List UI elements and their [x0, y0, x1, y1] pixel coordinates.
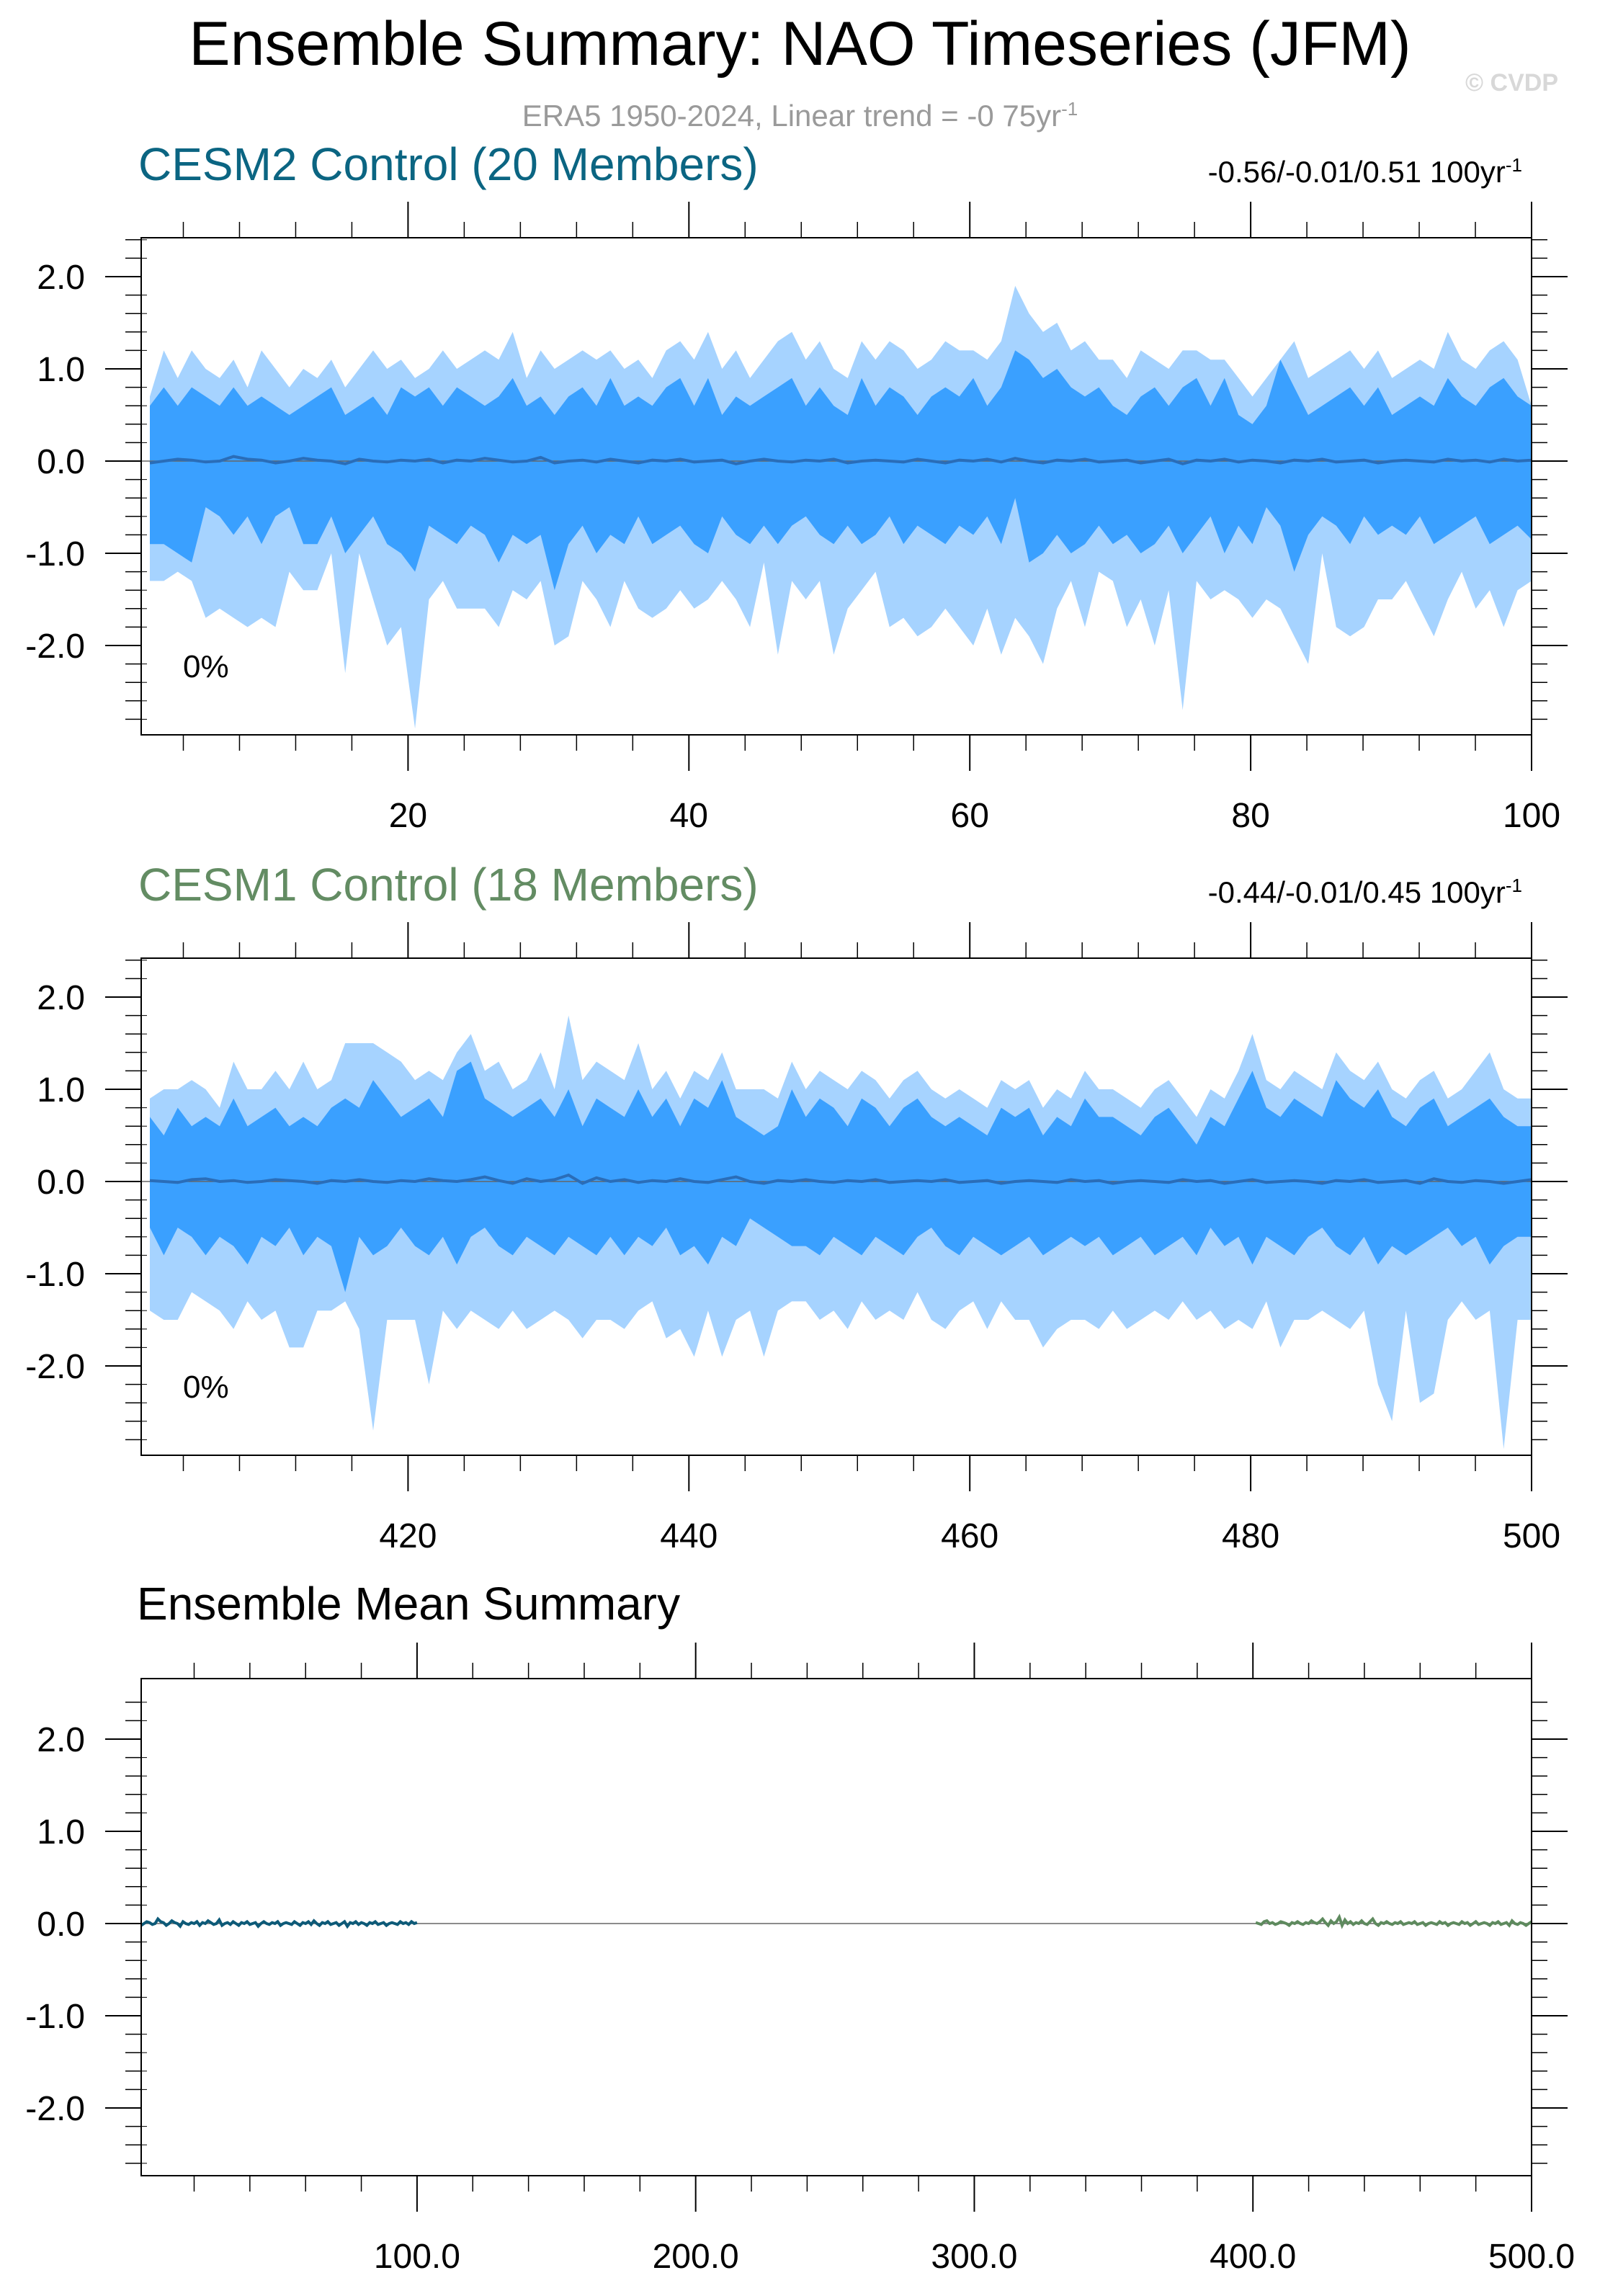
panel-2-ytick-label: 2.0 — [37, 1721, 85, 1759]
panel-1-ytick-label: -1.0 — [25, 1256, 85, 1294]
panel-0-ytick-label: 1.0 — [37, 351, 85, 389]
subtitle-text: ERA5 1950-2024, Linear trend = -0 75yr — [522, 99, 1062, 133]
main-title: Ensemble Summary: NAO Timeseries (JFM) — [189, 9, 1411, 79]
panel-2-xtick-label: 500.0 — [1488, 2238, 1575, 2276]
panel-1-xtick-label: 460 — [941, 1517, 998, 1555]
panel-0-ytick-label: 0.0 — [37, 443, 85, 481]
panel-2-ytick-label: 1.0 — [37, 1813, 85, 1851]
panel-2-xtick-label: 300.0 — [931, 2238, 1017, 2276]
cvdp-watermark: © CVDP — [1465, 69, 1558, 97]
panel-cesm2-stats: -0.56/-0.01/0.51 100yr-1 — [1208, 156, 1522, 187]
panel-2-frame — [140, 1678, 1532, 2176]
panel-1-xtick-label: 480 — [1222, 1517, 1279, 1555]
panel-2-ytick-label: -2.0 — [25, 2090, 85, 2128]
panel-1-ensemble-mean-line — [149, 1173, 1532, 1185]
panel-0-xtick-label: 60 — [951, 797, 989, 835]
panel-1-ytick-label: 0.0 — [37, 1163, 85, 1202]
panel-1-ytick-label: 1.0 — [37, 1071, 85, 1109]
subtitle-superscript: -1 — [1061, 98, 1078, 120]
panel-ensemble-mean-title: Ensemble Mean Summary — [137, 1578, 681, 1630]
panel-0-xtick-label: 80 — [1231, 797, 1269, 835]
panel-2-ytick-label: -1.0 — [25, 1998, 85, 2036]
panel-0-interquartile-band — [150, 350, 1532, 591]
panel-1-xtick-label: 420 — [379, 1517, 437, 1555]
panel-2-xtick-label: 200.0 — [653, 2238, 739, 2276]
panel-0-ytick-label: -1.0 — [25, 535, 85, 573]
panel-1-xtick-label: 440 — [660, 1517, 718, 1555]
panel-2-xtick-label: 400.0 — [1210, 2238, 1296, 2276]
panel-2-xtick-label: 100.0 — [374, 2238, 460, 2276]
panel-1-percent-label: 0% — [183, 1370, 229, 1405]
panel-1-frame — [140, 957, 1532, 1456]
panel-cesm1-stats: -0.44/-0.01/0.45 100yr-1 — [1208, 876, 1522, 908]
panel-cesm1-title: CESM1 Control (18 Members) — [138, 859, 759, 911]
panel-0-ytick-label: 2.0 — [37, 259, 85, 297]
panel-0-ytick-label: -2.0 — [25, 627, 85, 666]
subtitle: ERA5 1950-2024, Linear trend = -0 75yr-1 — [0, 99, 1600, 131]
panel-cesm2-stats-text: -0.56/-0.01/0.51 100yr — [1207, 155, 1506, 189]
panel-cesm1-stats-text: -0.44/-0.01/0.45 100yr — [1207, 875, 1506, 909]
panel-0-ensemble-mean-line — [149, 455, 1532, 465]
panel-cesm2-title: CESM2 Control (20 Members) — [138, 138, 759, 190]
panel-1-ytick-label: 2.0 — [37, 979, 85, 1017]
summary-series-0-line — [140, 1916, 418, 1929]
panel-1-ytick-label: -2.0 — [25, 1348, 85, 1386]
panel-cesm2-stats-sup: -1 — [1505, 154, 1522, 176]
panel-0-frame — [140, 237, 1532, 736]
summary-series-1-line — [1255, 1913, 1533, 1929]
panel-0-xtick-label: 40 — [670, 797, 708, 835]
panel-1-interquartile-band — [150, 1061, 1532, 1292]
panel-0-xtick-label: 100 — [1503, 797, 1560, 835]
panel-0-percent-label: 0% — [183, 649, 229, 684]
panel-1-xtick-label: 500 — [1503, 1517, 1560, 1555]
panel-0-xtick-label: 20 — [389, 797, 427, 835]
panel-cesm1-stats-sup: -1 — [1505, 875, 1522, 896]
panel-2-ytick-label: 0.0 — [37, 1906, 85, 1944]
